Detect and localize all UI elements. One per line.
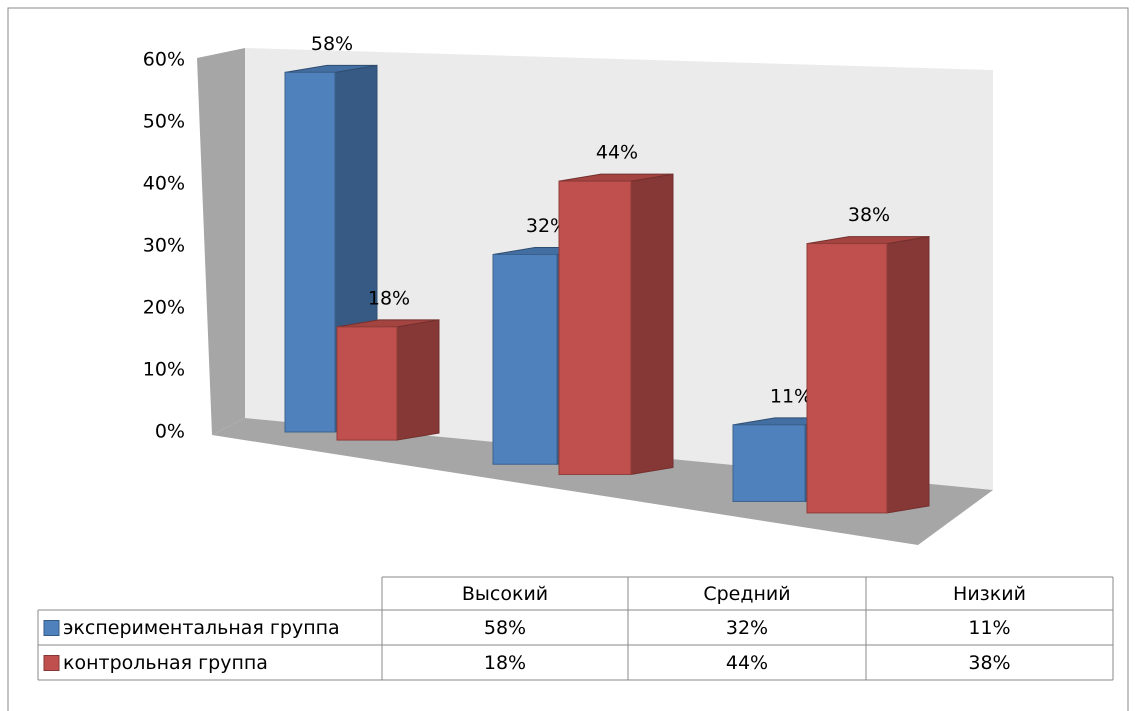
chart-border xyxy=(7,7,1129,711)
legend-label: контрольная группа xyxy=(63,652,268,674)
table-cell: 32% xyxy=(726,617,768,639)
bar xyxy=(806,243,888,514)
legend-swatch xyxy=(43,620,60,636)
floor xyxy=(212,418,993,545)
y-tick-label: 50% xyxy=(143,111,185,133)
y-tick-label: 60% xyxy=(143,49,185,71)
y-tick-label: 20% xyxy=(143,297,185,319)
data-label: 11% xyxy=(770,385,812,407)
y-tick-label: 10% xyxy=(143,359,185,381)
table-cell: 58% xyxy=(484,617,526,639)
data-label: 44% xyxy=(596,142,638,164)
table-header: Низкий xyxy=(953,583,1026,605)
bar-side xyxy=(886,235,930,514)
bar xyxy=(336,326,398,441)
table-cell: 18% xyxy=(484,652,526,674)
bar xyxy=(284,71,336,433)
bar-side xyxy=(396,319,440,441)
data-label: 38% xyxy=(848,204,890,226)
table-cell: 11% xyxy=(968,617,1010,639)
table-cell: 38% xyxy=(968,652,1010,674)
y-tick-label: 30% xyxy=(143,235,185,257)
side-wall xyxy=(197,48,245,435)
bar-side xyxy=(630,173,674,476)
data-label: 58% xyxy=(311,33,353,55)
legend-label: экспериментальная группа xyxy=(63,617,340,639)
data-label: 18% xyxy=(368,287,410,309)
table-cell: 44% xyxy=(726,652,768,674)
y-tick-label: 0% xyxy=(155,421,185,443)
bar xyxy=(492,254,558,465)
bar xyxy=(558,180,632,475)
bar xyxy=(732,424,806,502)
table-header: Высокий xyxy=(462,583,548,605)
y-tick-label: 40% xyxy=(143,173,185,195)
data-label: 32% xyxy=(526,215,568,237)
legend-swatch xyxy=(43,655,60,671)
table-header: Средний xyxy=(703,583,790,605)
